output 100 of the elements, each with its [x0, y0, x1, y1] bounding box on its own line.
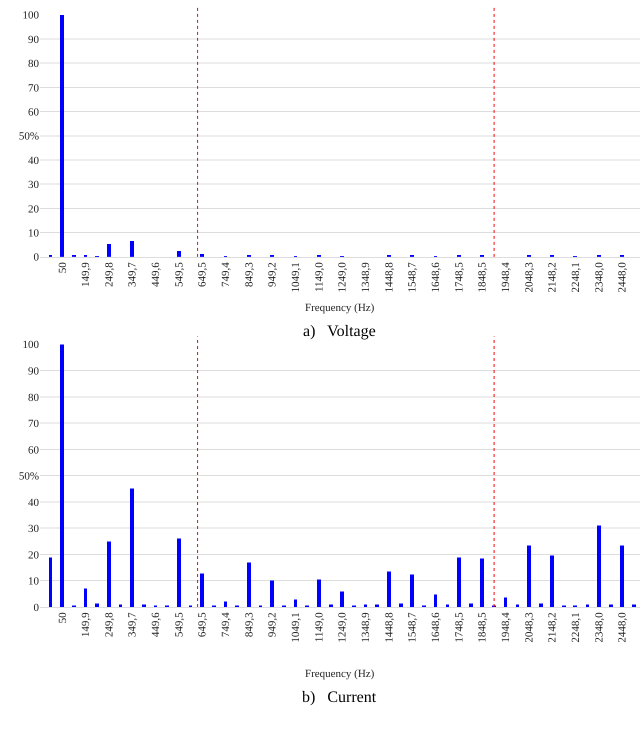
bar — [620, 545, 624, 608]
y-tick-label: 10 — [28, 576, 40, 588]
y-tick-label: 60 — [28, 444, 40, 456]
x-tick-label: 149,9 — [80, 262, 92, 287]
bar — [130, 240, 134, 257]
bar — [84, 588, 87, 608]
x-tick-label: 2448,0 — [616, 262, 629, 292]
y-tick-label: 50% — [18, 470, 39, 483]
x-tick-label: 249,8 — [103, 262, 116, 287]
bar — [446, 604, 449, 608]
bar — [329, 604, 333, 608]
x-tick-label: 549,5 — [173, 612, 186, 638]
x-tick-label: 2248,1 — [570, 262, 582, 292]
x-tick-label: 1848,5 — [476, 612, 489, 643]
x-tick-label: 1249,0 — [336, 612, 349, 643]
x-tick-label: 649,5 — [196, 612, 209, 638]
x-tick-label: 2148,2 — [546, 262, 559, 292]
x-tick-label: 1448,8 — [383, 612, 396, 643]
x-tick-label: 1848,5 — [476, 262, 489, 292]
x-tick-label: 1548,7 — [406, 612, 419, 643]
x-tick-label: 649,5 — [196, 262, 209, 287]
x-tick-label: 2448,0 — [616, 612, 629, 643]
bar — [49, 557, 52, 608]
bar — [364, 604, 367, 608]
bar — [340, 591, 344, 608]
y-tick-label: 40 — [28, 496, 40, 509]
x-tick-label: 1249,0 — [336, 262, 349, 292]
y-tick-label: 30 — [28, 523, 40, 536]
y-tick-label: 100 — [22, 339, 40, 352]
bar — [516, 604, 519, 608]
bar — [294, 599, 297, 608]
x-tick-label: 1548,7 — [406, 262, 419, 292]
x-tick-label: 749,4 — [220, 262, 232, 287]
x-tick-label: 449,6 — [150, 262, 162, 287]
y-tick-label: 20 — [28, 203, 40, 216]
bar — [317, 579, 321, 608]
x-tick-label: 1948,4 — [500, 612, 512, 643]
y-tick-label: 50% — [18, 130, 39, 143]
x-tick-label: 849,3 — [243, 612, 256, 638]
text: b) Current — [302, 689, 377, 706]
x-tick-label: 1648,6 — [430, 262, 442, 292]
bar — [480, 558, 484, 608]
bar — [247, 562, 251, 608]
x-tick-label: 1149,0 — [313, 612, 326, 642]
bar — [387, 571, 391, 608]
x-tick-label: 1748,5 — [453, 612, 466, 643]
y-tick-label: 0 — [34, 602, 40, 614]
bar — [177, 250, 181, 257]
x-tick-label: 1648,6 — [430, 612, 442, 643]
x-tick-label: 50 — [56, 262, 69, 274]
bar — [504, 597, 507, 608]
x-tick-label: 349,7 — [126, 612, 139, 638]
x-tick-label: 349,7 — [126, 262, 139, 287]
x-tick-label: 949,2 — [266, 262, 279, 287]
x-tick-label: 949,2 — [266, 612, 279, 638]
bar — [224, 601, 227, 608]
x-tick-label: 1049,1 — [290, 262, 302, 292]
y-tick-label: 90 — [28, 34, 40, 46]
x-tick-label: 2248,1 — [570, 612, 582, 643]
x-tick-label: 2348,0 — [593, 262, 606, 292]
bar — [119, 604, 122, 608]
y-tick-label: 20 — [28, 549, 40, 562]
bar — [539, 603, 543, 608]
y-tick-label: 70 — [28, 82, 40, 94]
bar — [130, 488, 134, 608]
bar — [270, 580, 274, 608]
x-tick-label: 2048,3 — [523, 262, 536, 292]
bar — [609, 604, 613, 608]
y-tick-label: 80 — [28, 58, 40, 70]
x-tick-label: 449,6 — [150, 612, 162, 638]
x-tick-label: 1348,9 — [360, 262, 372, 292]
y-tick-label: 30 — [28, 179, 40, 192]
bar — [597, 525, 601, 608]
y-tick-label: 70 — [28, 418, 40, 430]
bar — [434, 594, 437, 608]
y-tick-label: 90 — [28, 365, 40, 378]
x-tick-label: 50 — [56, 612, 69, 624]
bar — [410, 574, 414, 608]
x-tick-label: 149,9 — [80, 612, 92, 638]
bar — [200, 573, 204, 608]
x-tick-label: 1448,8 — [383, 262, 396, 292]
y-tick-label: 100 — [22, 10, 40, 22]
x-tick-label: 1948,4 — [500, 262, 512, 292]
bar — [375, 604, 379, 608]
bar — [60, 344, 64, 608]
bar — [469, 603, 473, 608]
x-tick-label: 1748,5 — [453, 262, 466, 292]
y-tick-label: 0 — [34, 252, 40, 264]
y-tick-label: 80 — [28, 392, 40, 404]
x-tick-label: 1149,0 — [313, 262, 326, 292]
y-tick-label: 60 — [28, 106, 40, 118]
x-tick-label: 1049,1 — [290, 612, 302, 643]
bar — [60, 14, 64, 257]
bar — [632, 604, 636, 608]
text: a) Voltage — [303, 323, 376, 340]
x-tick-label: 249,8 — [103, 612, 116, 638]
y-tick-label: 40 — [28, 154, 40, 167]
bar — [527, 545, 531, 608]
x-axis-title: Frequency (Hz) — [305, 302, 375, 314]
x-tick-label: 2148,2 — [546, 612, 559, 643]
